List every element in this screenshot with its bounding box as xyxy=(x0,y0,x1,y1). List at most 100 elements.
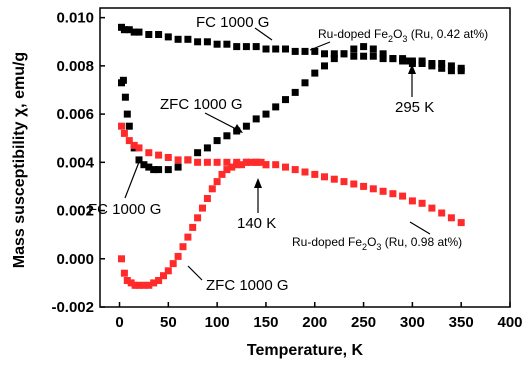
data-point xyxy=(242,158,250,166)
ticks-layer: 0 50 100 150 200 250 300 350 400 -0.002 0.000 0.002… xyxy=(51,10,522,331)
data-point xyxy=(228,163,236,171)
data-point xyxy=(125,26,133,34)
annotation-sample-042-leader xyxy=(309,41,331,51)
data-point xyxy=(379,55,387,63)
annotation-sample-042-sub2: 3 xyxy=(402,34,407,44)
data-point xyxy=(130,28,138,36)
series-layer xyxy=(118,23,465,289)
data-point xyxy=(145,281,153,289)
data-point xyxy=(291,88,299,96)
data-point xyxy=(447,214,455,222)
data-point xyxy=(125,122,133,130)
x-tick-label: 300 xyxy=(400,314,425,331)
annotation-sample-042-sub1: 2 xyxy=(388,34,393,44)
data-point xyxy=(203,38,211,46)
y-axis-title: Mass susceptibility χ, emu/g xyxy=(11,52,28,268)
data-point xyxy=(184,156,192,164)
data-point xyxy=(174,252,182,260)
annotation-zfc-black: ZFC 1000 G xyxy=(160,96,243,113)
annotation-sample-042-tail: (Ru, 0.42 at%) xyxy=(407,27,488,41)
x-tick-label: 400 xyxy=(497,314,522,331)
data-point xyxy=(164,154,172,161)
data-point xyxy=(194,38,202,46)
data-point xyxy=(184,35,192,43)
data-point xyxy=(252,158,260,166)
data-point xyxy=(301,47,309,55)
x-axis-title: Temperature, K xyxy=(247,342,364,359)
x-tick-label: 250 xyxy=(351,314,376,331)
annotation-sample-098-sub2: 3 xyxy=(376,242,381,252)
data-point xyxy=(438,64,446,72)
annotation-sample-098-tail: (Ru, 0.98 at%) xyxy=(381,235,462,249)
annotation-zfc-black-leader xyxy=(204,112,239,131)
data-point xyxy=(164,267,172,275)
annotation-fc-top-leader xyxy=(254,27,273,41)
data-point xyxy=(194,214,202,222)
data-point xyxy=(213,40,221,48)
data-point xyxy=(301,79,309,87)
data-point xyxy=(194,149,202,157)
annotation-sample-098-mid: O xyxy=(367,235,376,249)
data-point xyxy=(184,233,192,241)
data-point xyxy=(272,45,280,53)
annotation-140k: 140 K xyxy=(237,215,276,232)
annotation-sample-098-head: Ru-doped Fe xyxy=(292,235,362,249)
data-point xyxy=(164,166,172,174)
data-point xyxy=(135,156,143,164)
data-point xyxy=(360,182,368,190)
data-point xyxy=(282,96,289,104)
data-point xyxy=(119,76,127,84)
data-point xyxy=(428,204,436,212)
data-point xyxy=(123,277,131,284)
data-point xyxy=(135,28,143,36)
data-point xyxy=(118,255,125,263)
data-point xyxy=(252,43,260,51)
data-point xyxy=(330,175,338,183)
annotation-sample-042: Ru-doped Fe2O3 (Ru, 0.42 at%) xyxy=(318,27,488,44)
data-point xyxy=(145,163,153,171)
data-point xyxy=(404,57,411,65)
series-4 xyxy=(118,158,270,289)
annotation-zfc-black-arrowhead xyxy=(233,124,243,133)
data-point xyxy=(174,35,182,43)
data-point xyxy=(379,187,387,195)
data-point xyxy=(447,67,455,75)
data-point xyxy=(135,281,143,289)
series-3 xyxy=(118,122,465,227)
annotation-sample-098-leader xyxy=(409,221,431,235)
data-point xyxy=(272,161,280,169)
plot-frame xyxy=(99,7,511,308)
data-point xyxy=(321,62,328,70)
data-point xyxy=(164,33,172,41)
data-point xyxy=(208,185,216,193)
data-point xyxy=(252,115,260,123)
data-point xyxy=(457,219,465,227)
data-point xyxy=(120,26,128,34)
data-point xyxy=(301,168,309,176)
data-point xyxy=(189,223,197,231)
y-tick-label: 0.006 xyxy=(56,106,94,123)
data-point xyxy=(233,161,241,169)
data-point xyxy=(140,161,148,169)
data-point xyxy=(282,45,289,53)
annotation-sample-098-sub1: 2 xyxy=(362,242,367,252)
data-point xyxy=(135,144,143,152)
data-point xyxy=(150,279,158,287)
annotation-sample-042-head: Ru-doped Fe xyxy=(318,27,388,41)
data-point xyxy=(379,50,387,58)
data-point xyxy=(203,144,211,152)
data-point xyxy=(203,195,211,202)
data-point xyxy=(174,156,182,164)
data-point xyxy=(311,170,319,178)
x-tick-label: 200 xyxy=(302,314,327,331)
data-point xyxy=(321,173,328,181)
data-point xyxy=(311,69,319,77)
y-tick-label: 0.004 xyxy=(56,154,94,171)
data-point xyxy=(418,199,426,207)
data-point xyxy=(203,158,211,166)
annotation-fc-bottom-leader xyxy=(124,161,140,199)
data-point xyxy=(330,55,338,63)
data-point xyxy=(311,47,319,55)
data-point xyxy=(438,209,446,217)
data-point xyxy=(340,50,348,58)
